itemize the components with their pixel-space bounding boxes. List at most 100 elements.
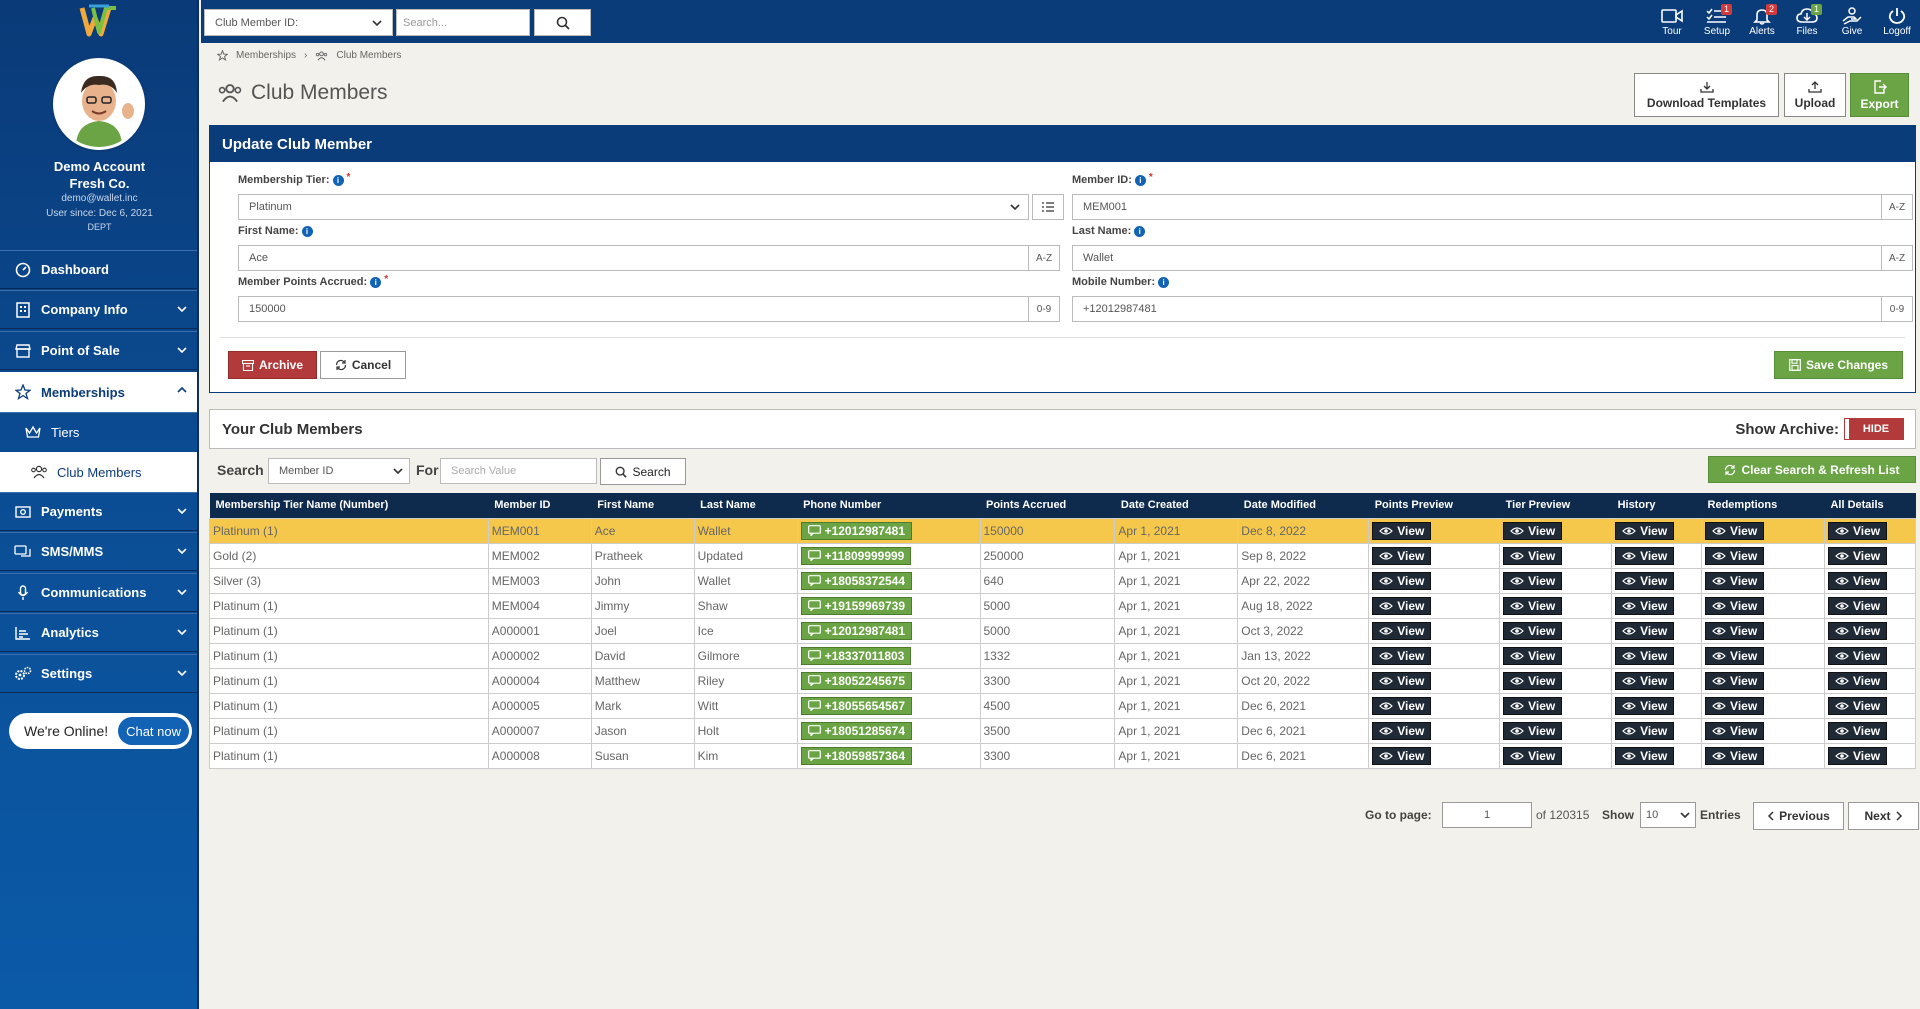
tier-list-button[interactable] bbox=[1032, 194, 1064, 220]
all-details-view-button[interactable]: View bbox=[1827, 696, 1888, 715]
sidebar-item-settings[interactable]: Settings bbox=[0, 654, 197, 693]
history-view-button[interactable]: View bbox=[1615, 746, 1675, 765]
info-icon[interactable]: i bbox=[1134, 174, 1146, 186]
redemptions-view-button[interactable]: View bbox=[1705, 746, 1765, 765]
table-row[interactable]: Platinum (1) A000004 Matthew Riley +18052245… bbox=[209, 667, 1917, 694]
table-row[interactable]: Gold (2) MEM002 Pratheek Updated +1180999999… bbox=[209, 542, 1917, 569]
column-header[interactable]: Membership Tier Name (Number) bbox=[209, 493, 489, 518]
phone-button[interactable]: +11809999999 bbox=[800, 546, 912, 565]
table-row[interactable]: Platinum (1) A000001 Joel Ice +12012987481 50… bbox=[209, 617, 1917, 644]
column-header[interactable]: History bbox=[1611, 493, 1702, 518]
tier-preview-view-button[interactable]: View bbox=[1503, 546, 1563, 565]
sidebar-item-memberships[interactable]: Memberships bbox=[0, 372, 197, 412]
sidebar-item-company-info[interactable]: Company Info bbox=[0, 290, 197, 329]
give-button[interactable]: Give bbox=[1831, 6, 1873, 37]
column-header[interactable]: Date Modified bbox=[1237, 493, 1369, 518]
show-archive-toggle[interactable]: HIDE bbox=[1844, 418, 1904, 440]
chat-widget[interactable]: We're Online! Chat now bbox=[9, 713, 192, 749]
history-view-button[interactable]: View bbox=[1615, 621, 1675, 640]
sidebar-item-payments[interactable]: Payments bbox=[0, 492, 197, 531]
setup-button[interactable]: 1 Setup bbox=[1696, 4, 1738, 37]
tier-preview-view-button[interactable]: View bbox=[1503, 696, 1563, 715]
info-icon[interactable]: i bbox=[332, 174, 344, 186]
upload-button[interactable]: Upload bbox=[1784, 73, 1846, 117]
phone-button[interactable]: +18051285674 bbox=[800, 721, 912, 740]
tier-preview-view-button[interactable]: View bbox=[1503, 746, 1563, 765]
first-name-az-button[interactable]: A-Z bbox=[1028, 245, 1060, 271]
all-details-view-button[interactable]: View bbox=[1827, 596, 1888, 615]
tier-preview-view-button[interactable]: View bbox=[1503, 721, 1563, 740]
breadcrumb-memberships[interactable]: Memberships bbox=[236, 50, 297, 61]
next-page-button[interactable]: Next bbox=[1848, 802, 1919, 830]
info-icon[interactable]: i bbox=[301, 225, 313, 237]
sidebar-item-tiers[interactable]: Tiers bbox=[0, 412, 197, 451]
tier-preview-view-button[interactable]: View bbox=[1503, 646, 1563, 665]
points-num-button[interactable]: 0-9 bbox=[1028, 296, 1060, 322]
archive-button[interactable]: Archive bbox=[228, 351, 317, 379]
column-header[interactable]: First Name bbox=[591, 493, 695, 518]
table-row[interactable]: Platinum (1) MEM001 Ace Wallet +12012987481 1… bbox=[209, 517, 1917, 544]
phone-button[interactable]: +19159969739 bbox=[800, 596, 912, 615]
logoff-button[interactable]: Logoff bbox=[1876, 6, 1918, 37]
all-details-view-button[interactable]: View bbox=[1827, 721, 1888, 740]
mobile-number-input[interactable]: +12012987481 bbox=[1072, 296, 1882, 322]
all-details-view-button[interactable]: View bbox=[1827, 546, 1888, 565]
tier-preview-view-button[interactable]: View bbox=[1503, 671, 1563, 690]
redemptions-view-button[interactable]: View bbox=[1705, 646, 1765, 665]
column-header[interactable]: Points Accrued bbox=[980, 493, 1115, 518]
points-preview-view-button[interactable]: View bbox=[1372, 721, 1432, 740]
column-header[interactable]: Points Preview bbox=[1368, 493, 1500, 518]
search-value-input[interactable]: Search Value bbox=[440, 458, 597, 484]
history-view-button[interactable]: View bbox=[1615, 696, 1675, 715]
points-preview-view-button[interactable]: View bbox=[1372, 746, 1432, 765]
goto-page-input[interactable]: 1 bbox=[1442, 802, 1532, 828]
tier-preview-view-button[interactable]: View bbox=[1503, 621, 1563, 640]
column-header[interactable]: Redemptions bbox=[1701, 493, 1825, 518]
global-search-input[interactable]: Search... bbox=[396, 9, 530, 36]
redemptions-view-button[interactable]: View bbox=[1705, 571, 1765, 590]
all-details-view-button[interactable]: View bbox=[1827, 646, 1888, 665]
redemptions-view-button[interactable]: View bbox=[1705, 671, 1765, 690]
previous-page-button[interactable]: Previous bbox=[1753, 802, 1844, 830]
phone-button[interactable]: +12012987481 bbox=[800, 521, 912, 540]
redemptions-view-button[interactable]: View bbox=[1705, 546, 1765, 565]
redemptions-view-button[interactable]: View bbox=[1705, 621, 1765, 640]
save-changes-button[interactable]: Save Changes bbox=[1774, 351, 1903, 379]
table-row[interactable]: Platinum (1) A000005 Mark Witt +18055654567 4… bbox=[209, 692, 1917, 719]
sidebar-item-club-members[interactable]: Club Members bbox=[0, 452, 197, 492]
mobile-number-num-button[interactable]: 0-9 bbox=[1881, 296, 1913, 322]
redemptions-view-button[interactable]: View bbox=[1705, 596, 1765, 615]
info-icon[interactable]: i bbox=[370, 276, 382, 288]
history-view-button[interactable]: View bbox=[1615, 571, 1675, 590]
member-id-az-button[interactable]: A-Z bbox=[1881, 194, 1913, 220]
points-preview-view-button[interactable]: View bbox=[1372, 596, 1432, 615]
tour-button[interactable]: Tour bbox=[1651, 6, 1693, 37]
member-id-input[interactable]: MEM001 bbox=[1072, 194, 1882, 220]
column-header[interactable]: Phone Number bbox=[797, 493, 980, 518]
global-search-button[interactable] bbox=[534, 9, 591, 36]
history-view-button[interactable]: View bbox=[1615, 546, 1675, 565]
cancel-button[interactable]: Cancel bbox=[320, 351, 406, 379]
points-preview-view-button[interactable]: View bbox=[1372, 646, 1432, 665]
clear-search-refresh-button[interactable]: Clear Search & Refresh List bbox=[1708, 456, 1916, 483]
points-preview-view-button[interactable]: View bbox=[1372, 671, 1432, 690]
table-row[interactable]: Platinum (1) A000007 Jason Holt +18051285674… bbox=[209, 717, 1917, 744]
sidebar-item-communications[interactable]: Communications bbox=[0, 573, 197, 612]
tier-preview-view-button[interactable]: View bbox=[1503, 596, 1563, 615]
column-header[interactable]: Date Created bbox=[1114, 493, 1238, 518]
search-field-select[interactable]: Member ID bbox=[268, 458, 410, 484]
first-name-input[interactable]: Ace bbox=[238, 245, 1029, 271]
membership-tier-select[interactable]: Platinum bbox=[238, 194, 1029, 220]
column-header[interactable]: Tier Preview bbox=[1499, 493, 1612, 518]
phone-button[interactable]: +12012987481 bbox=[800, 621, 912, 640]
points-input[interactable]: 150000 bbox=[238, 296, 1029, 322]
redemptions-view-button[interactable]: View bbox=[1705, 521, 1765, 540]
phone-button[interactable]: +18059857364 bbox=[800, 746, 912, 765]
phone-button[interactable]: +18337011803 bbox=[800, 646, 912, 665]
alerts-button[interactable]: 2 Alerts bbox=[1741, 4, 1783, 37]
tier-preview-view-button[interactable]: View bbox=[1503, 571, 1563, 590]
all-details-view-button[interactable]: View bbox=[1827, 746, 1888, 765]
redemptions-view-button[interactable]: View bbox=[1705, 721, 1765, 740]
sidebar-item-dashboard[interactable]: Dashboard bbox=[0, 250, 197, 289]
phone-button[interactable]: +18058372544 bbox=[800, 571, 912, 590]
